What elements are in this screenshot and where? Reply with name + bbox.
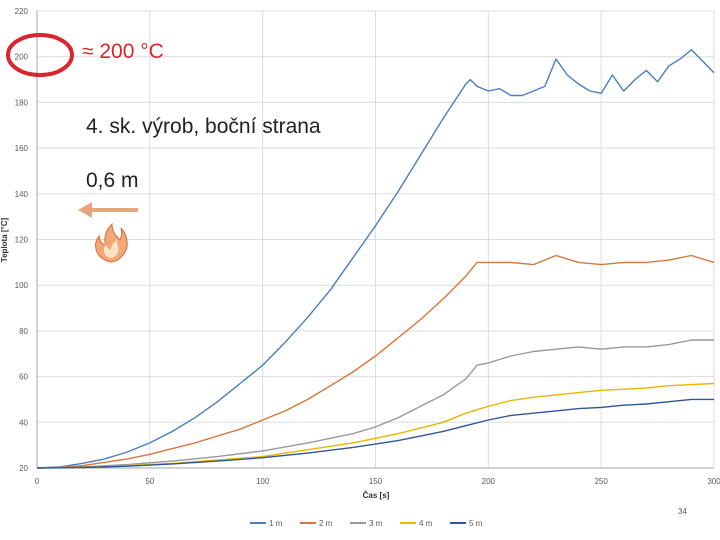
y-tick-label: 200: [15, 53, 29, 62]
x-tick-label: 250: [594, 477, 608, 486]
legend-label: 1 m: [269, 519, 283, 528]
chart-legend: 1 m 2 m 3 m 4 m 5 m: [250, 519, 483, 528]
y-axis-label: Teplota [°C]: [0, 217, 9, 262]
x-axis-label: Čas [s]: [363, 491, 390, 500]
series-line-5m: [36, 398, 714, 469]
chart-tick-labels: 20 40 60 80 100 120 140 160 180 200 220 0 50 100 150 20…: [15, 7, 720, 486]
x-tick-label: 200: [482, 477, 496, 486]
highlight-ellipse: [6, 33, 74, 77]
chart-series: [36, 49, 715, 469]
y-tick-label: 120: [15, 236, 29, 245]
chart-axes: [36, 11, 714, 469]
series-line-2m: [36, 254, 715, 469]
chart-grid: [36, 10, 715, 469]
x-tick-label: 100: [256, 477, 270, 486]
y-tick-label: 220: [15, 7, 29, 16]
arrow-left-icon: [78, 202, 138, 218]
y-tick-label: 80: [19, 327, 28, 336]
distance-annotation: 0,6 m: [86, 169, 139, 192]
x-tick-label: 150: [369, 477, 383, 486]
y-tick-label: 140: [15, 190, 29, 199]
x-tick-label: 50: [145, 477, 154, 486]
y-tick-label: 60: [19, 373, 28, 382]
fire-icon: [95, 222, 128, 263]
legend-label: 2 m: [319, 519, 333, 528]
legend-label: 5 m: [469, 519, 483, 528]
legend-label: 3 m: [369, 519, 383, 528]
series-line-3m: [36, 339, 714, 469]
scenario-title: 4. sk. výrob, boční strana: [86, 115, 321, 138]
y-tick-label: 160: [15, 144, 29, 153]
series-line-4m: [36, 382, 715, 469]
y-tick-label: 20: [19, 464, 28, 473]
y-tick-label: 180: [15, 98, 29, 107]
y-tick-label: 100: [15, 281, 29, 290]
x-tick-label: 300: [707, 477, 720, 486]
slide-number: 34: [678, 507, 687, 516]
x-tick-label: 0: [35, 477, 40, 486]
y-tick-label: 40: [19, 418, 28, 427]
series-line-1m: [36, 49, 715, 469]
legend-label: 4 m: [419, 519, 433, 528]
temperature-annotation: ≈ 200 °C: [82, 40, 164, 63]
